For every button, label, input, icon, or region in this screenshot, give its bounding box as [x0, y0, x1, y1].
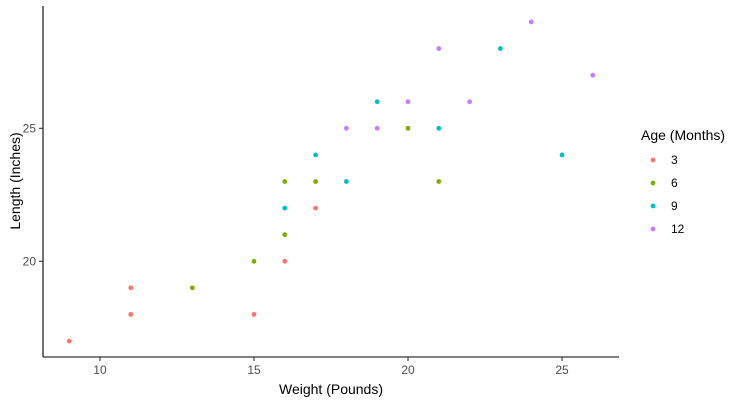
- y-axis-title: Length (Inches): [7, 132, 23, 229]
- x-tick-label: 25: [555, 363, 569, 377]
- data-point: [313, 205, 318, 211]
- legend-label: 12: [671, 222, 685, 236]
- data-point: [374, 99, 380, 105]
- legend: Age (Months) 3 6 9 12: [641, 127, 725, 236]
- data-point: [251, 258, 257, 264]
- data-point: [189, 285, 195, 291]
- legend-title: Age (Months): [641, 127, 725, 143]
- data-points: [66, 19, 596, 344]
- data-point: [590, 72, 596, 78]
- data-point: [313, 179, 318, 184]
- legend-key: [650, 226, 656, 232]
- data-point: [344, 125, 349, 131]
- data-point: [559, 152, 565, 158]
- data-point: [66, 338, 72, 344]
- data-point: [436, 125, 442, 131]
- data-point: [128, 312, 134, 317]
- data-point: [128, 285, 134, 291]
- data-point: [498, 46, 503, 51]
- data-point: [313, 152, 318, 158]
- data-point: [251, 312, 257, 317]
- legend-label: 9: [671, 199, 678, 213]
- data-point: [282, 232, 288, 238]
- data-point: [282, 179, 288, 184]
- data-point: [436, 179, 442, 184]
- legend-key: [650, 180, 656, 186]
- data-point: [374, 125, 380, 131]
- x-tick-label: 15: [247, 363, 261, 377]
- data-point: [436, 46, 442, 51]
- x-tick-label: 20: [401, 363, 415, 377]
- x-axis-title: Weight (Pounds): [279, 381, 383, 397]
- data-point: [528, 19, 534, 25]
- data-point: [405, 125, 411, 131]
- legend-label: 6: [671, 176, 678, 190]
- data-point: [344, 179, 349, 184]
- y-tick-label: 20: [23, 254, 37, 268]
- legend-key: [650, 203, 656, 209]
- legend-key: [650, 157, 656, 163]
- legend-items: 3 6 9 12: [650, 153, 685, 236]
- data-point: [405, 99, 411, 105]
- legend-label: 3: [671, 153, 678, 167]
- data-point: [282, 258, 288, 264]
- x-axis-ticks: 10 15 20 25: [93, 357, 569, 377]
- y-tick-label: 25: [23, 121, 37, 135]
- data-point: [282, 205, 288, 211]
- x-tick-label: 10: [93, 363, 107, 377]
- data-point: [467, 99, 473, 105]
